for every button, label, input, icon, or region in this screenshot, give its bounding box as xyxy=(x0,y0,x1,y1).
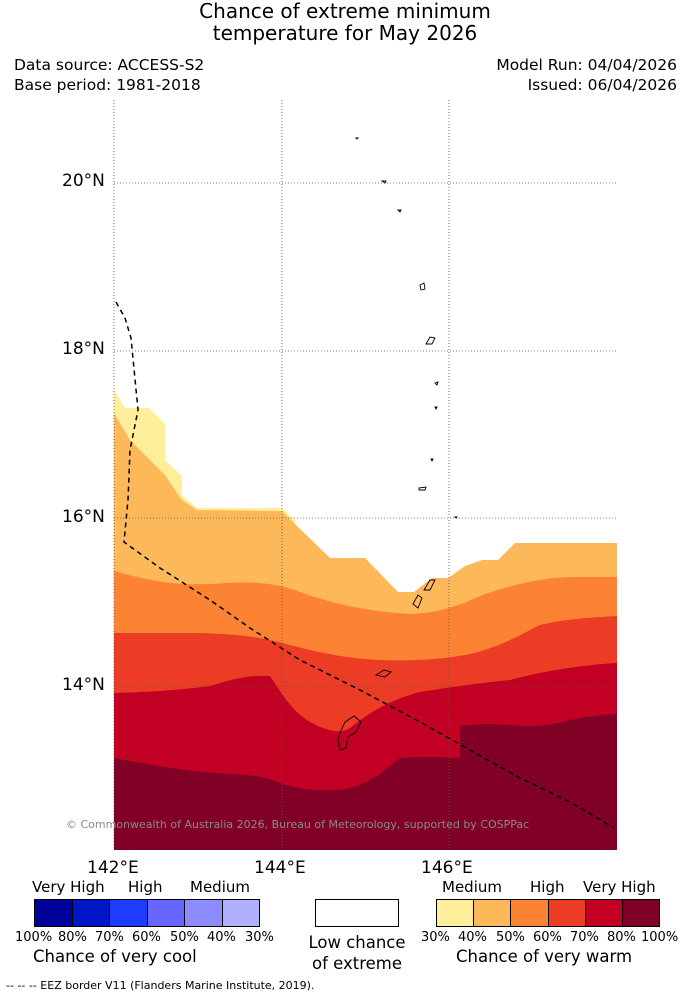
lat-tick-18n: 18°N xyxy=(62,339,105,359)
island-maug xyxy=(380,180,387,184)
island-small-east xyxy=(453,516,459,519)
lat-tick-14n: 14°N xyxy=(62,675,105,695)
cool-swatch-1 xyxy=(35,900,73,926)
warm-legend-title: Chance of very warm xyxy=(456,947,633,966)
warm-pct-6: 100% xyxy=(641,930,679,945)
islands xyxy=(337,137,459,751)
cool-legend-title: Chance of very cool xyxy=(33,947,197,966)
cool-swatch-5 xyxy=(185,900,223,926)
graticule xyxy=(113,100,617,850)
lon-tick-142e: 142°E xyxy=(87,858,139,878)
cool-pct-3: 60% xyxy=(132,930,161,945)
island-anatahan xyxy=(418,486,427,491)
lat-tick-20n: 20°N xyxy=(62,171,105,191)
eez-footer-note: -- -- -- EEZ border V11 (Flanders Marine… xyxy=(6,979,315,992)
warm-pct-4: 70% xyxy=(570,930,599,945)
cool-pct-6: 30% xyxy=(245,930,274,945)
neutral-label-line-2: of extreme xyxy=(311,954,403,973)
cool-label-very-high: Very High xyxy=(32,878,105,896)
probability-shading xyxy=(114,390,617,850)
issued-date: Issued: 06/04/2026 xyxy=(527,76,677,94)
island-uracas xyxy=(354,137,360,140)
island-guam xyxy=(337,715,362,751)
island-saipan-tinian xyxy=(412,579,436,609)
island-guguan xyxy=(430,458,434,463)
island-asuncion xyxy=(396,209,402,213)
data-source: Data source: ACCESS-S2 xyxy=(14,56,205,74)
island-alamagan xyxy=(434,406,438,411)
title-line-1: Chance of extreme minimum xyxy=(199,0,491,23)
copyright-text: © Commonwealth of Australia 2026, Bureau… xyxy=(66,818,530,831)
warm-pct-1: 40% xyxy=(458,930,487,945)
warm-pct-5: 80% xyxy=(607,930,636,945)
warm-pct-0: 30% xyxy=(421,930,450,945)
cool-swatch-6 xyxy=(222,900,259,926)
cool-colorbar xyxy=(34,899,260,927)
map-title: Chance of extreme minimum temperature fo… xyxy=(0,0,690,44)
cool-swatch-3 xyxy=(110,900,148,926)
cool-pct-0: 100% xyxy=(15,930,53,945)
cool-label-medium: Medium xyxy=(190,878,250,896)
title-line-2: temperature for May 2026 xyxy=(212,21,478,45)
warm-label-very-high: Very High xyxy=(583,878,656,896)
cool-label-high: High xyxy=(128,878,163,896)
neutral-label-line-1: Low chance xyxy=(308,933,406,952)
island-agrihan xyxy=(419,282,426,291)
lon-tick-146e: 146°E xyxy=(421,858,473,878)
island-sarigan xyxy=(434,381,439,386)
model-run: Model Run: 04/04/2026 xyxy=(496,56,677,74)
base-period: Base period: 1981-2018 xyxy=(14,76,201,94)
warm-swatch-6 xyxy=(622,900,660,926)
warm-colorbar xyxy=(436,899,660,927)
neutral-swatch xyxy=(315,899,399,927)
island-rota xyxy=(374,669,392,678)
cool-swatch-4 xyxy=(147,900,185,926)
warm-swatch-2 xyxy=(474,900,512,926)
cool-pct-2: 70% xyxy=(95,930,124,945)
island-pagan xyxy=(425,336,436,345)
warm-pct-3: 60% xyxy=(533,930,562,945)
cool-pct-1: 80% xyxy=(58,930,87,945)
warm-band-80-100-east xyxy=(460,714,617,850)
warm-swatch-5 xyxy=(585,900,623,926)
warm-label-high: High xyxy=(530,878,565,896)
eez-border-line xyxy=(115,301,615,829)
warm-swatch-4 xyxy=(548,900,586,926)
cool-pct-4: 50% xyxy=(170,930,199,945)
warm-pct-2: 50% xyxy=(496,930,525,945)
cool-swatch-2 xyxy=(72,900,110,926)
cool-pct-5: 40% xyxy=(207,930,236,945)
warm-label-medium: Medium xyxy=(442,878,502,896)
warm-band-80-100 xyxy=(114,754,500,850)
warm-swatch-1 xyxy=(437,900,475,926)
lat-tick-16n: 16°N xyxy=(62,507,105,527)
warm-swatch-3 xyxy=(511,900,549,926)
lon-tick-144e: 144°E xyxy=(254,858,306,878)
